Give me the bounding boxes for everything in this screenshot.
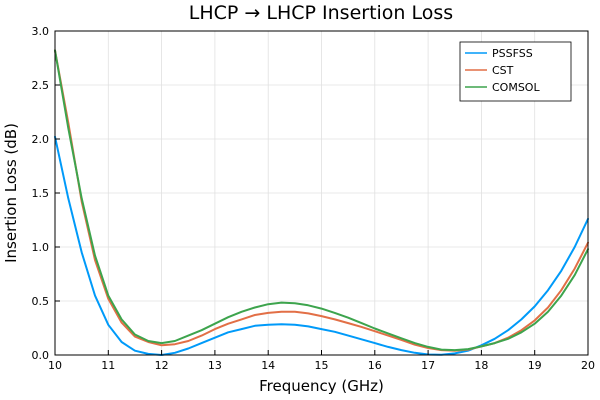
legend-label: PSSFSS: [492, 47, 533, 60]
y-tick-label: 1.0: [32, 241, 50, 254]
series-line-pssfss: [54, 135, 589, 356]
x-tick-label: 13: [208, 359, 222, 372]
y-tick-label: 1.5: [32, 187, 50, 200]
chart-title: LHCP → LHCP Insertion Loss: [189, 2, 453, 24]
x-tick-label: 10: [48, 359, 62, 372]
x-tick-label: 19: [528, 359, 542, 372]
x-tick-label: 20: [581, 359, 595, 372]
x-axis-label: Frequency (GHz): [259, 377, 384, 395]
y-tick-label: 2.5: [32, 79, 50, 92]
x-tick-label: 12: [155, 359, 169, 372]
x-tick-label: 18: [474, 359, 488, 372]
y-tick-label: 2.0: [32, 133, 50, 146]
x-tick-label: 14: [261, 359, 275, 372]
x-tick-label: 16: [368, 359, 382, 372]
x-tick-label: 11: [101, 359, 115, 372]
series-lines: [54, 49, 589, 356]
legend: PSSFSS CST COMSOL: [459, 41, 572, 102]
legend-box: [459, 41, 572, 102]
y-tick-label: 0.0: [32, 349, 50, 362]
axis-ticks: 10 11 12 13 14 15 16 17 18 19 20 0.0 0.5 1.0 1.5 2.0 2.5…: [32, 25, 596, 372]
y-tick-label: 0.5: [32, 295, 50, 308]
legend-label: CST: [492, 64, 514, 77]
x-tick-label: 15: [315, 359, 329, 372]
y-axis-label: Insertion Loss (dB): [2, 123, 20, 263]
x-tick-label: 17: [421, 359, 435, 372]
legend-label: COMSOL: [492, 81, 540, 94]
y-tick-label: 3.0: [32, 25, 50, 38]
series-line-comsol: [54, 49, 589, 352]
